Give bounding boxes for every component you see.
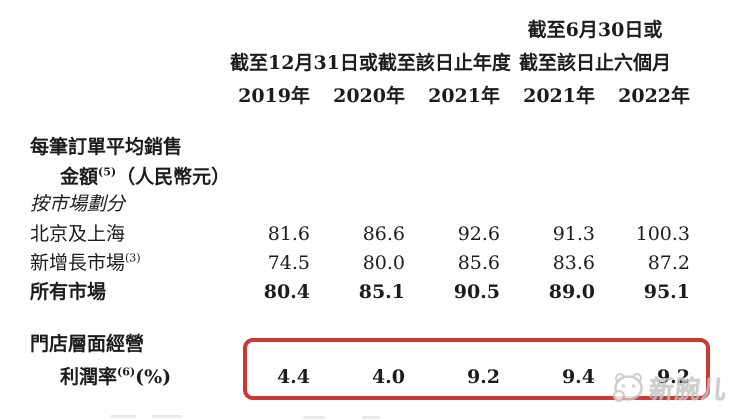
section2-title-line1: 門店層面經營	[30, 333, 145, 356]
value-cell: 9.4	[561, 366, 595, 389]
row-label: 利潤率(6)(%)	[30, 358, 230, 391]
value-cell: 80.4	[263, 281, 310, 304]
header-row-period-top: 截至6月30日或	[30, 14, 690, 44]
table-row-profit-margin: 利潤率(6)(%) 4.4 4.0 9.2 9.4 9.2	[30, 358, 690, 391]
row-label-unit: (%)	[135, 366, 172, 389]
table-row-beijing-shanghai: 北京及上海 81.6 86.6 92.6 91.3 100.3	[30, 218, 690, 248]
table-row-all-markets: 所有市場 80.4 85.1 90.5 89.0 95.1	[30, 277, 690, 306]
spacer-row	[30, 110, 690, 132]
row-label: 北京及上海	[30, 223, 126, 246]
value-cell: 80.0	[362, 252, 405, 275]
section1-title-line2: 金額(5)（人民幣元）	[30, 161, 690, 191]
row-label-text: 利潤率	[60, 366, 118, 389]
section1-title-row: 每筆訂單平均銷售	[30, 132, 690, 161]
spacer-row	[30, 306, 690, 328]
value-cell: 4.0	[371, 366, 405, 389]
row-label-text: 新增長市場	[30, 252, 126, 275]
value-cell: 86.6	[362, 223, 405, 246]
year-header-2021-interim: 2021年	[523, 85, 595, 108]
header-row-period: 截至12月31日或截至該日止年度 截至該日止六個月	[30, 44, 690, 77]
footnote-6-marker: (6)	[117, 365, 136, 379]
value-cell: 95.1	[643, 281, 691, 304]
year-header-2020: 2020年	[333, 85, 405, 108]
value-cell: 87.2	[647, 252, 691, 275]
cut-off-text-remnant	[110, 415, 136, 418]
section1-title-line2-unit: （人民幣元）	[116, 166, 231, 189]
period-six-months-line2: 截至該日止六個月	[519, 52, 672, 75]
section2-title-row: 門店層面經營	[30, 328, 690, 358]
empty-cell	[30, 44, 230, 77]
period-six-months-line1: 截至6月30日或	[527, 19, 663, 42]
footnote-3-marker: (3)	[125, 251, 141, 265]
watermark-logo-icon	[610, 371, 646, 407]
empty-cell	[230, 14, 500, 44]
period-annual-label: 截至12月31日或截至該日止年度	[230, 52, 511, 75]
value-cell: 9.2	[466, 366, 500, 389]
year-header-2019: 2019年	[238, 85, 310, 108]
row-label: 新增長市場(3)	[30, 248, 230, 277]
value-cell: 85.1	[358, 281, 405, 304]
section1-title-row2: 金額(5)（人民幣元）	[30, 161, 690, 191]
table-row-new-growth-markets: 新增長市場(3) 74.5 80.0 85.6 83.6 87.2	[30, 248, 690, 277]
value-cell: 4.4	[276, 366, 310, 389]
value-cell: 89.0	[548, 281, 595, 304]
group-label-by-market: 按市場劃分	[30, 193, 126, 216]
year-header-2022-interim: 2022年	[618, 85, 691, 108]
footnote-5-marker: (5)	[98, 165, 117, 179]
empty-cell	[30, 14, 230, 44]
group-label-row: 按市場劃分	[30, 191, 690, 218]
row-label: 所有市場	[30, 281, 107, 304]
year-header-2021: 2021年	[428, 85, 500, 108]
section1-title-line1: 每筆訂單平均銷售	[30, 136, 183, 159]
watermark: 新腕儿	[610, 371, 729, 407]
value-cell: 83.6	[552, 252, 595, 275]
value-cell: 90.5	[453, 281, 500, 304]
empty-cell	[30, 77, 230, 110]
cut-off-text-remnant	[152, 415, 182, 418]
value-cell: 81.6	[267, 223, 310, 246]
value-cell: 92.6	[457, 223, 500, 246]
value-cell: 91.3	[552, 223, 595, 246]
header-row-years: 2019年 2020年 2021年 2021年 2022年	[30, 77, 690, 110]
value-cell: 9.2	[656, 366, 691, 389]
value-cell: 85.6	[457, 252, 500, 275]
financial-table: 截至6月30日或 截至12月31日或截至該日止年度 截至該日止六個月 2019年…	[30, 14, 690, 391]
value-cell: 100.3	[635, 223, 691, 246]
section1-title-line2-text: 金額	[60, 166, 99, 189]
watermark-text: 新腕儿	[647, 374, 729, 404]
value-cell: 74.5	[267, 252, 310, 275]
cut-off-text-remnant	[362, 416, 380, 419]
cut-off-text-remnant	[303, 416, 325, 419]
